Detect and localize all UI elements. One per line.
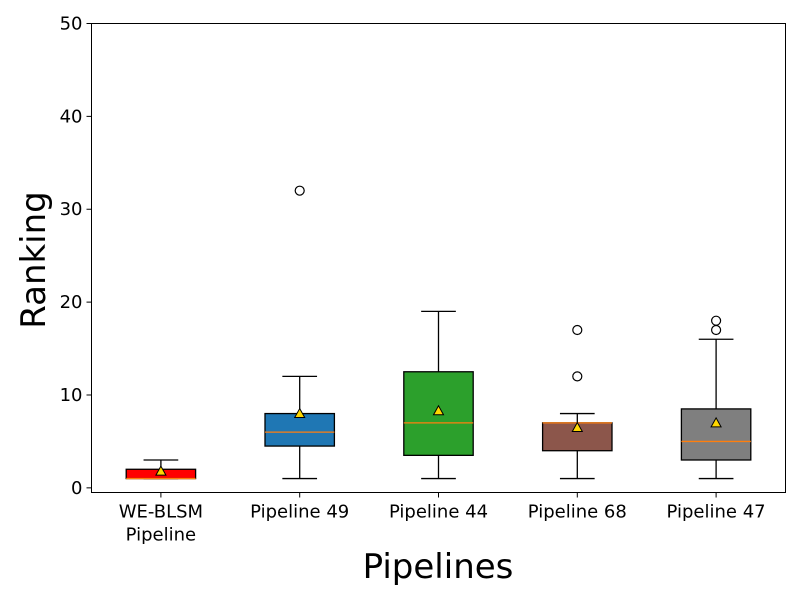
y-axis-title: Ranking: [14, 191, 54, 329]
mean-marker: [432, 404, 445, 416]
box-body: [680, 408, 752, 461]
x-tick-label: Pipeline 68: [528, 502, 627, 523]
plot-area: [125, 185, 752, 480]
x-tick-label: WE-BLSM: [119, 502, 203, 523]
outlier-point: [710, 324, 722, 336]
y-tick-label: 40: [60, 106, 83, 127]
box-4: [680, 315, 752, 480]
y-tick-label: 20: [60, 292, 83, 313]
box-3: [541, 324, 613, 480]
outlier-point: [710, 315, 722, 326]
box-0: [125, 459, 197, 480]
x-axis-title: Pipelines: [363, 547, 514, 587]
x-tick-label: Pipeline 49: [250, 502, 349, 523]
y-tick-label: 50: [60, 14, 83, 35]
mean-marker: [571, 421, 584, 432]
outlier-point: [572, 324, 583, 336]
y-axis: 0 10 20 30 40 50: [60, 14, 92, 499]
outlier-point: [572, 371, 583, 382]
outlier-point: [294, 185, 305, 196]
mean-marker: [155, 465, 167, 476]
mean-marker: [293, 407, 306, 419]
x-tick-label: Pipeline: [126, 525, 196, 546]
box-1: [264, 185, 336, 480]
y-tick-label: 30: [60, 199, 83, 220]
mean-marker: [710, 416, 722, 428]
y-tick-label: 10: [60, 385, 83, 406]
x-tick-label: Pipeline 44: [389, 502, 488, 523]
box-2: [403, 310, 474, 480]
box-body: [264, 412, 336, 447]
x-tick-label: Pipeline 47: [667, 502, 766, 523]
y-tick-label: 0: [71, 478, 82, 499]
